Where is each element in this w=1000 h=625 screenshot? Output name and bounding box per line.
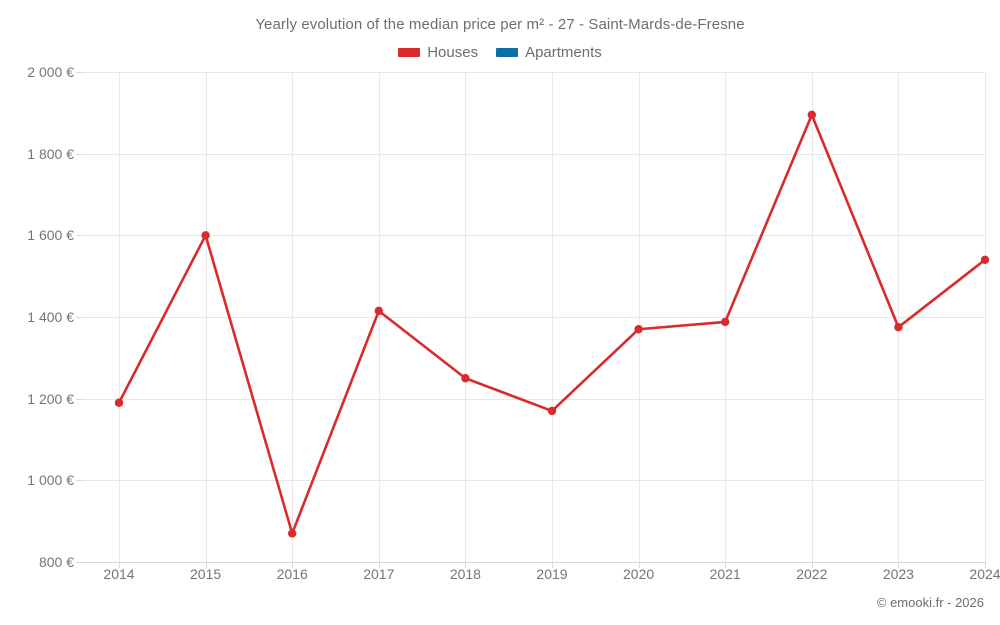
gridline-vertical	[205, 72, 207, 562]
gridline-horizontal	[82, 398, 985, 400]
data-point[interactable]	[894, 323, 903, 332]
gridline-vertical	[465, 72, 467, 562]
y-axis-tick-label: 1 400 €	[27, 309, 74, 325]
x-axis-tick-label: 2017	[363, 566, 395, 582]
y-axis-tick-mark	[76, 317, 82, 318]
gridline-horizontal	[82, 72, 985, 73]
x-axis-tick-mark	[811, 562, 813, 568]
data-point[interactable]	[461, 374, 470, 383]
gridline-horizontal	[82, 480, 985, 482]
chart-title: Yearly evolution of the median price per…	[255, 16, 745, 33]
legend-label-apartments: Apartments	[525, 44, 602, 61]
data-point[interactable]	[721, 317, 730, 327]
y-axis-tick-mark	[76, 235, 82, 237]
gridline-vertical	[985, 72, 986, 562]
y-axis-tick-label: 1 200 €	[27, 390, 74, 407]
x-axis-tick-mark	[985, 562, 986, 568]
x-axis-tick-mark	[725, 562, 727, 568]
x-axis-tick-mark	[205, 562, 207, 568]
y-axis-tick-label: 1 000 €	[27, 472, 74, 489]
data-point[interactable]	[807, 110, 816, 120]
x-axis-tick-mark	[552, 562, 553, 568]
x-axis-tick-label: 2014	[103, 566, 135, 582]
y-axis-tick-mark	[76, 398, 82, 400]
gridline-horizontal	[82, 153, 985, 155]
x-axis-tick-mark	[898, 562, 900, 568]
x-axis-tick-label: 2022	[796, 566, 828, 582]
x-axis-tick-label: 2019	[536, 566, 568, 582]
legend-item-apartments[interactable]: Apartments	[496, 44, 602, 61]
data-point[interactable]	[547, 406, 557, 416]
legend-item-houses[interactable]: Houses	[398, 44, 478, 61]
gridline-vertical	[638, 72, 640, 562]
x-axis-tick-label: 2018	[449, 566, 481, 582]
y-axis-tick-label: 800 €	[38, 554, 74, 570]
copyright-credit: © emooki.fr - 2026	[876, 595, 984, 610]
x-axis-tick-mark	[292, 562, 294, 568]
data-point[interactable]	[634, 325, 643, 334]
x-axis-tick-mark	[638, 562, 640, 568]
data-point[interactable]	[980, 255, 990, 265]
x-axis-tick-label: 2015	[190, 566, 222, 582]
gridline-horizontal	[82, 235, 985, 237]
gridline-vertical	[378, 72, 380, 562]
gridline-vertical	[898, 72, 900, 562]
y-axis-tick-mark	[76, 480, 82, 482]
gridline-vertical	[292, 72, 294, 562]
x-axis-tick-label: 2024	[969, 566, 1000, 582]
legend-swatch-houses	[398, 48, 421, 57]
gridline-vertical	[725, 72, 727, 562]
y-axis-tick-label: 1 800 €	[27, 145, 74, 162]
data-point[interactable]	[288, 529, 297, 538]
legend-swatch-apartments	[496, 48, 519, 57]
x-axis-tick-label: 2020	[623, 566, 655, 582]
x-axis-tick-mark	[378, 562, 380, 568]
data-point[interactable]	[374, 306, 383, 316]
chart-legend: Houses Apartments	[0, 44, 1000, 61]
data-series-layer	[114, 110, 990, 538]
plot-area	[82, 72, 990, 563]
data-point[interactable]	[114, 398, 124, 407]
x-axis-line	[82, 562, 985, 563]
data-point[interactable]	[201, 231, 210, 240]
x-axis-tick-mark	[465, 562, 467, 568]
x-axis-tick-mark	[119, 562, 120, 568]
y-axis-tick-mark	[76, 153, 82, 155]
y-axis-tick-mark	[76, 562, 82, 563]
gridline-vertical	[552, 72, 553, 562]
gridline-horizontal	[82, 317, 985, 318]
y-axis-tick-label: 1 600 €	[27, 227, 74, 244]
x-axis-tick-label: 2023	[882, 566, 914, 582]
gridline-vertical	[811, 72, 813, 562]
x-axis-tick-label: 2021	[709, 566, 741, 582]
gridline-vertical	[119, 72, 120, 562]
x-axis-tick-label: 2016	[276, 566, 308, 582]
y-axis-tick-label: 2 000 €	[27, 64, 74, 80]
series-line-houses	[117, 113, 987, 535]
y-axis-tick-mark	[76, 72, 82, 73]
legend-label-houses: Houses	[427, 44, 479, 61]
